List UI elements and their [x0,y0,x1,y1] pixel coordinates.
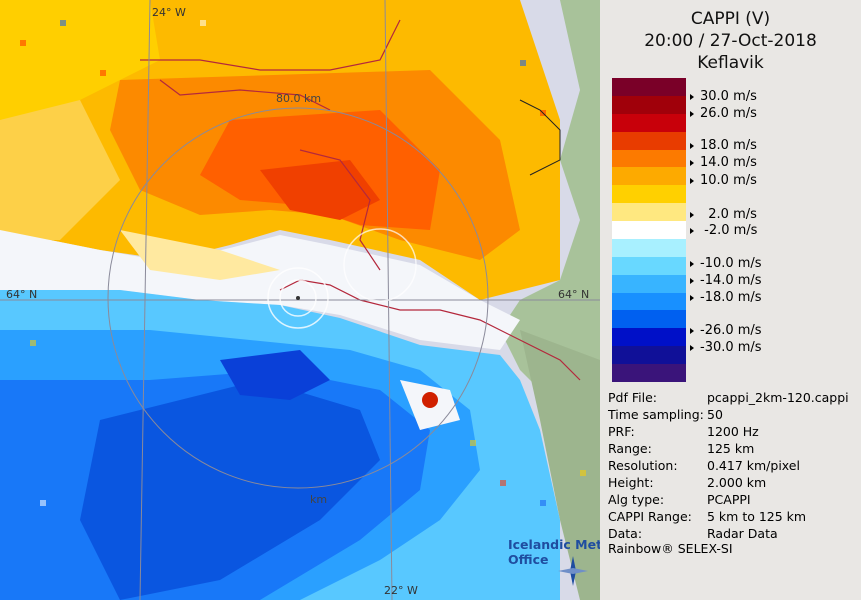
scale-tick-icon [690,211,694,218]
metadata-value: PCAPPI [707,492,751,507]
metadata-row: PRF: 1200 Hz [608,423,759,440]
scale-label-text: -26.0 m/s [700,323,762,338]
scale-tick-icon [690,177,694,184]
metadata-value: Radar Data [707,526,778,541]
metadata-row: CAPPI Range: 5 km to 125 km [608,508,806,525]
scale-label: -2.0 m/s [690,224,757,238]
metadata-value: 5 km to 125 km [707,509,807,524]
lon-label-top: 24° W [152,6,186,19]
metadata-value: 125 km [707,441,755,456]
color-swatch [612,221,686,240]
product-title: CAPPI (V) [690,9,771,29]
metadata-key: CAPPI Range: [608,509,692,524]
metadata-row: Data: Radar Data [608,525,778,542]
lon-label-bottom: 22° W [384,584,418,597]
metadata-value: pcappi_2km-120.cappi [707,390,849,405]
metadata-row: Height: 2.000 km [608,474,766,491]
color-swatch [612,131,686,151]
color-swatch [612,185,686,204]
color-swatch [612,203,686,222]
metadata-row: Resolution: 0.417 km/pixel [608,457,800,474]
scale-label-text: 10.0 m/s [700,173,757,188]
station-name: Keflavik [697,53,764,73]
scale-tick-icon [690,110,694,117]
color-swatch [612,167,686,186]
imo-logo: Icelandic Met Office [508,537,602,567]
color-scale [612,78,686,383]
scale-label: 10.0 m/s [690,174,757,188]
scale-label: 18.0 m/s [690,139,757,153]
scale-label-text: -14.0 m/s [700,273,762,288]
color-swatch [612,292,686,311]
metadata-key: Range: [608,441,652,456]
metadata-key: Pdf File: [608,390,657,405]
metadata-value: 1200 Hz [707,424,759,439]
imo-logo-mark-icon [558,556,588,586]
scale-label: -10.0 m/s [690,257,762,271]
metadata-key: Time sampling: [608,407,704,422]
scale-label-text: 14.0 m/s [700,155,757,170]
scale-label-text: -18.0 m/s [700,290,762,305]
product-datetime: 20:00 / 27-Oct-2018 [644,31,817,51]
scale-label-text: -30.0 m/s [700,340,762,355]
scale-label-text: 18.0 m/s [700,138,757,153]
metadata-key: Height: [608,475,654,490]
scale-label-text: -2.0 m/s [700,223,758,238]
scale-tick-icon [690,227,694,234]
metadata-row: Pdf File: pcappi_2km-120.cappi [608,389,849,406]
lat-label-right: 64° N [558,288,590,301]
scale-label: 30.0 m/s [690,90,757,104]
metadata-value: 0.417 km/pixel [707,458,800,473]
scale-label: -14.0 m/s [690,274,762,288]
scale-tick-icon [690,294,694,301]
metadata-value: 50 [707,407,723,422]
color-swatch [612,274,686,294]
color-swatch [612,328,686,347]
metadata-row: Time sampling: 50 [608,406,723,423]
color-swatch [612,149,686,168]
scale-tick-icon [690,327,694,334]
logo-line1: Icelandic Met [508,537,603,552]
metadata-value: 2.000 km [707,475,767,490]
scale-label: -30.0 m/s [690,341,762,355]
metadata-key: Alg type: [608,492,665,507]
scale-label: -18.0 m/s [690,291,762,305]
metadata-key: Data: [608,526,643,541]
scale-label-text: 30.0 m/s [700,89,757,104]
color-swatch [612,238,686,258]
color-swatch [612,95,686,115]
scale-tick-icon [690,93,694,100]
lat-label-left: 64° N [6,288,38,301]
metadata-key: PRF: [608,424,635,439]
color-swatch [612,310,686,329]
scale-label: 26.0 m/s [690,107,757,121]
footer-credit: Rainbow® SELEX-SI [608,541,733,556]
color-swatch [612,256,686,276]
scale-tick-icon [690,159,694,166]
logo-line2: Office [508,552,549,567]
metadata-row: Range: 125 km [608,440,754,457]
radar-image [0,0,600,600]
scale-label: 14.0 m/s [690,156,757,170]
metadata-key: Resolution: [608,458,678,473]
scale-label: -26.0 m/s [690,324,762,338]
range-ring-label: 80.0 km [276,92,322,105]
scale-label: 2.0 m/s [690,208,757,222]
color-swatch [612,346,686,365]
scale-label-text: -10.0 m/s [700,256,762,271]
metadata-row: Alg type: PCAPPI [608,491,751,508]
scale-tick-icon [690,260,694,267]
range-ring-label-bottom: km [310,493,328,506]
scale-tick-icon [690,142,694,149]
scale-label-text: 2.0 m/s [700,207,757,222]
scale-label-text: 26.0 m/s [700,106,757,121]
color-swatch [612,113,686,133]
color-swatch [612,364,686,383]
color-swatch [612,78,686,97]
scale-tick-icon [690,344,694,351]
scale-tick-icon [690,277,694,284]
